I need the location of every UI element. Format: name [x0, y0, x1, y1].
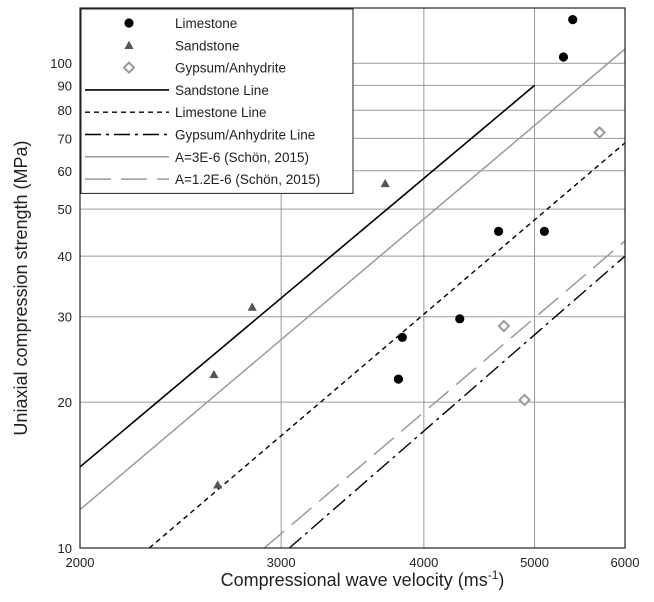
sandstone-point: [380, 178, 390, 188]
gypsum-anhydrite-point: [497, 319, 511, 333]
a-3e-6-sch-n-2015-line: [80, 48, 625, 511]
legend-a-1-2e-6-sch-n-2015-label: A=1.2E-6 (Schön, 2015): [175, 172, 320, 187]
limestone-point: [455, 314, 465, 324]
x-tick-label: 3000: [267, 555, 296, 570]
y-tick-label: 50: [58, 202, 72, 217]
limestone-point: [558, 52, 569, 62]
legend-a-3e-6-sch-n-2015-label: A=3E-6 (Schön, 2015): [175, 150, 309, 165]
x-tick-label: 2000: [66, 555, 95, 570]
limestone-series: [393, 15, 578, 384]
legend-sandstone-label: Sandstone: [175, 38, 240, 53]
y-tick-label: 40: [58, 249, 72, 264]
tick-labels: 2000 3000 4000 5000 6000 10 20 30 40 50 60 70 80 90 10…: [50, 56, 639, 570]
legend-limestone-marker: [124, 18, 134, 28]
y-tick-label: 90: [58, 78, 72, 93]
series-layer: [80, 15, 625, 548]
legend-gypsum-anhydrite-label: Gypsum/Anhydrite: [175, 61, 286, 76]
x-tick-label: 4000: [409, 555, 438, 570]
y-tick-label: 20: [58, 395, 72, 410]
legend-box: [80, 8, 354, 194]
limestone-point: [539, 226, 549, 236]
y-tick-label: 80: [58, 103, 72, 118]
y-tick-label: 70: [58, 131, 72, 146]
y-tick-label: 60: [58, 164, 72, 179]
a-1-2e-6-sch-n-2015-line: [263, 240, 625, 548]
plot-frame: [79, 7, 626, 549]
legend: Limestone Sandstone Gypsum/Anhydrite Sandst…: [80, 8, 354, 194]
sandstone-point: [209, 369, 219, 379]
legend-gypsum-anhydrite-line-label: Gypsum/Anhydrite Line: [175, 128, 315, 143]
legend-gypsum-anhydrite-marker: [122, 61, 136, 75]
sandstone-series: [209, 178, 390, 489]
sandstone-point: [247, 302, 257, 311]
x-tick-label: 6000: [611, 555, 640, 570]
sandstone-line-line: [80, 84, 536, 468]
gypsum-anhydrite-series: [497, 125, 606, 407]
y-tick-label: 100: [50, 56, 72, 71]
sandstone-point: [213, 480, 223, 489]
gypsum-anhydrite-point: [593, 125, 606, 139]
legend-limestone-line-label: Limestone Line: [175, 105, 267, 120]
gypsum-anhydrite-point: [518, 393, 531, 407]
x-axis-title: Compressional wave velocity (ms-1): [221, 568, 505, 590]
y-axis-title: Uniaxial compression strength (MPa): [11, 140, 31, 435]
limestone-point: [568, 15, 578, 25]
limestone-point: [393, 374, 404, 384]
legend-limestone-label: Limestone: [175, 16, 237, 31]
legend-sandstone-line-label: Sandstone Line: [175, 83, 269, 98]
limestone-point: [493, 226, 504, 236]
limestone-point: [397, 332, 407, 342]
x-tick-label: 5000: [520, 555, 549, 570]
y-tick-label: 10: [58, 541, 72, 556]
gypsum-anhydrite-line-line: [288, 255, 625, 548]
legend-sandstone-marker: [124, 40, 134, 49]
y-tick-label: 30: [58, 310, 72, 325]
